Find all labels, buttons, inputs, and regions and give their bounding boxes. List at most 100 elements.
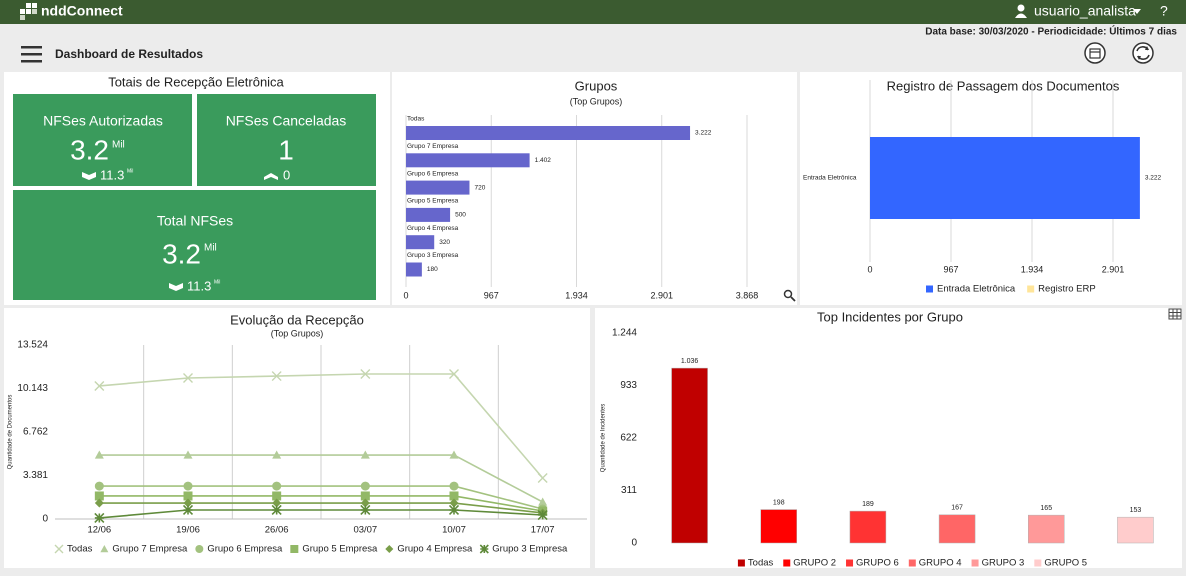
bar: [406, 180, 470, 195]
bar: [1028, 514, 1065, 544]
help[interactable]: ?: [1160, 3, 1168, 19]
legend-label: Todas: [67, 544, 93, 555]
legend-swatch: [1034, 559, 1042, 567]
point-marker: [272, 481, 282, 491]
kpi-tile[interactable]: [197, 94, 376, 186]
kpi-unit: Mil: [112, 140, 125, 151]
x-tick-label: 17/07: [531, 525, 555, 536]
y-tick-label: 622: [620, 433, 637, 444]
point-marker: [94, 481, 104, 491]
legend-marker: [385, 545, 394, 553]
legend-label: GRUPO 4: [919, 558, 962, 569]
point-marker: [183, 481, 193, 491]
kpi-trend: 11.3: [100, 167, 124, 182]
kpi-label: Total NFSes: [157, 213, 233, 229]
x-tick-label: 0: [867, 264, 872, 274]
kpi-value: 1: [278, 134, 294, 165]
value-label: 3.222: [1145, 175, 1162, 182]
point-marker: [183, 372, 193, 383]
bar: [406, 207, 451, 222]
value-label: 198: [773, 499, 785, 506]
table-icon[interactable]: [1168, 308, 1182, 320]
legend-label: Grupo 3 Empresa: [492, 544, 568, 555]
chart-subtitle: (Top Grupos): [570, 96, 623, 106]
point-marker: [448, 504, 460, 516]
kpi-label: NFSes Canceladas: [226, 113, 347, 129]
legend-label: Grupo 4 Empresa: [397, 544, 473, 555]
chart-title: Grupos: [575, 78, 618, 93]
kpi-trend: 0: [283, 167, 290, 182]
point-marker: [449, 481, 459, 491]
kpi-trend-unit: Mil: [214, 279, 220, 285]
x-tick-label: 967: [484, 290, 499, 300]
refresh-button[interactable]: [1132, 42, 1154, 64]
x-tick-label: 1.934: [1021, 264, 1044, 274]
category-label: Grupo 4 Empresa: [407, 225, 459, 232]
bar: [760, 509, 797, 544]
value-label: 1.402: [535, 157, 552, 164]
series-line: [99, 502, 543, 514]
menu-button[interactable]: [21, 46, 42, 63]
value-label: 180: [427, 266, 438, 273]
y-tick-label: 933: [620, 380, 637, 391]
kpi-tile[interactable]: [13, 94, 192, 186]
point-marker: [271, 371, 282, 382]
legend-swatch: [783, 559, 791, 567]
calendar-button[interactable]: [1084, 42, 1106, 64]
legend-marker: [100, 545, 109, 553]
legend-label: Entrada Eletrônica: [937, 284, 1016, 295]
logo-icon: [20, 3, 37, 20]
user-menu[interactable]: usuario_analista: [1034, 3, 1136, 19]
bar: [870, 137, 1140, 219]
x-tick-label: 1.934: [565, 290, 588, 300]
point-marker: [94, 491, 104, 501]
legend: Todas GRUPO 2 GRUPO 6 GRUPO 4 GRUPO 3 GRUPO 5: [737, 558, 1087, 569]
x-tick-label: 19/06: [176, 525, 200, 536]
category-label: Entrada Eletrônica: [803, 175, 857, 182]
series-line: [99, 509, 543, 519]
trend-icon: [264, 173, 278, 180]
kpi-value: 3.2: [70, 134, 109, 165]
trend-icon: [169, 283, 183, 291]
y-tick-label: 311: [621, 485, 637, 496]
category-label: Todas: [407, 116, 425, 123]
legend-swatch: [1027, 285, 1035, 293]
point-marker: [183, 498, 193, 508]
x-tick-label: 2.901: [650, 290, 673, 300]
x-tick-label: 26/06: [265, 525, 289, 536]
chart-grupos: 0 967 1.934 2.901 3.868 Todas 3.222 Grupo 7 Emp…: [403, 115, 758, 300]
dropdown-arrow[interactable]: [1133, 9, 1141, 14]
bar: [406, 235, 435, 250]
legend-swatch: [926, 285, 933, 293]
value-label: 500: [455, 212, 466, 219]
value-label: 3.222: [695, 130, 712, 137]
chart-title: Registro de Passagem dos Documentos: [887, 78, 1120, 93]
point-marker: [272, 491, 282, 501]
point-marker: [537, 509, 548, 521]
point-marker: [272, 498, 282, 508]
legend-label: GRUPO 2: [793, 558, 836, 569]
bar: [849, 510, 887, 544]
trend-icon: [82, 172, 96, 180]
point-marker: [94, 450, 104, 459]
value-label: 1.036: [681, 358, 699, 365]
legend-marker: [54, 544, 64, 554]
point-marker: [449, 450, 459, 459]
zoom-icon[interactable]: [783, 289, 796, 302]
category-label: Grupo 5 Empresa: [407, 198, 459, 205]
point-marker: [360, 450, 370, 459]
point-marker: [360, 498, 370, 508]
legend-swatch: [971, 559, 979, 567]
x-tick-label: 03/07: [353, 525, 377, 536]
bar: [1117, 516, 1154, 544]
point-marker: [449, 491, 459, 501]
x-tick-label: 3.868: [736, 290, 759, 300]
point-marker: [94, 380, 105, 391]
y-tick-label: 0: [631, 538, 637, 549]
kpi-tile[interactable]: [13, 190, 376, 300]
kpi-value: 3.2: [162, 238, 201, 269]
point-marker: [538, 497, 548, 506]
panel-evolucao: [4, 308, 590, 568]
